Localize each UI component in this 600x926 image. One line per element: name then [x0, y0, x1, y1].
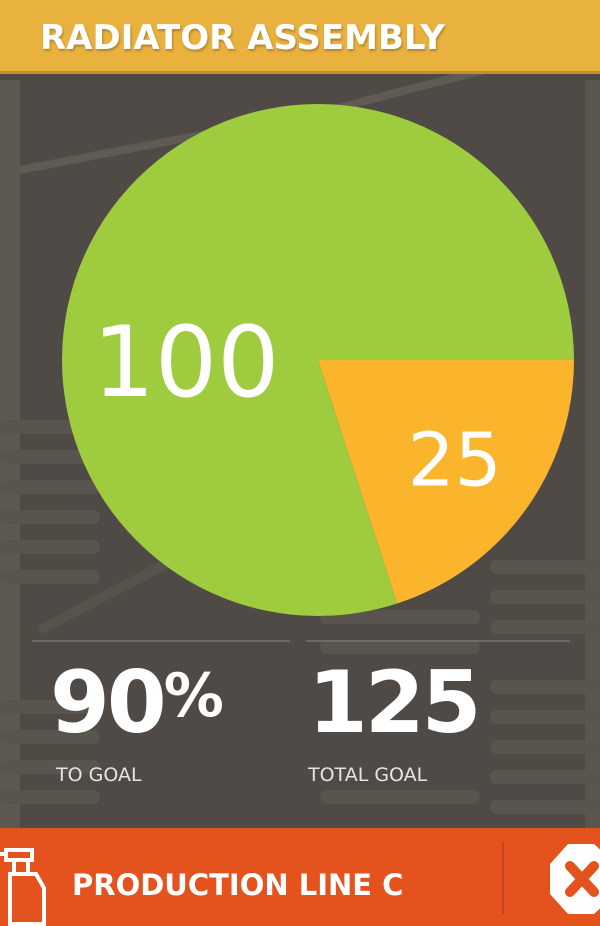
spray-bottle-icon: [0, 848, 46, 926]
production-line-title: PRODUCTION LINE C: [72, 868, 404, 902]
header-bar: RADIATOR ASSEMBLY: [0, 0, 600, 74]
pie-chart: 25 100: [61, 103, 574, 616]
pie-slice-100: [61, 103, 574, 616]
total-goal-value: 125: [308, 653, 482, 753]
divider-left: [32, 640, 290, 642]
to-goal-suffix: %: [163, 661, 224, 731]
pie-slice-25: [318, 360, 574, 604]
page-title: RADIATOR ASSEMBLY: [40, 18, 445, 58]
footer-bar[interactable]: PRODUCTION LINE C: [0, 828, 600, 926]
to-goal-value: 90%: [50, 653, 224, 753]
pie-label-25: 25: [408, 417, 502, 503]
divider-right: [306, 640, 570, 642]
to-goal-label: TO GOAL: [56, 764, 142, 786]
total-goal-label: TOTAL GOAL: [308, 764, 428, 786]
close-icon[interactable]: [546, 842, 600, 916]
pie-label-100: 100: [92, 306, 279, 420]
footer-separator: [502, 842, 504, 914]
